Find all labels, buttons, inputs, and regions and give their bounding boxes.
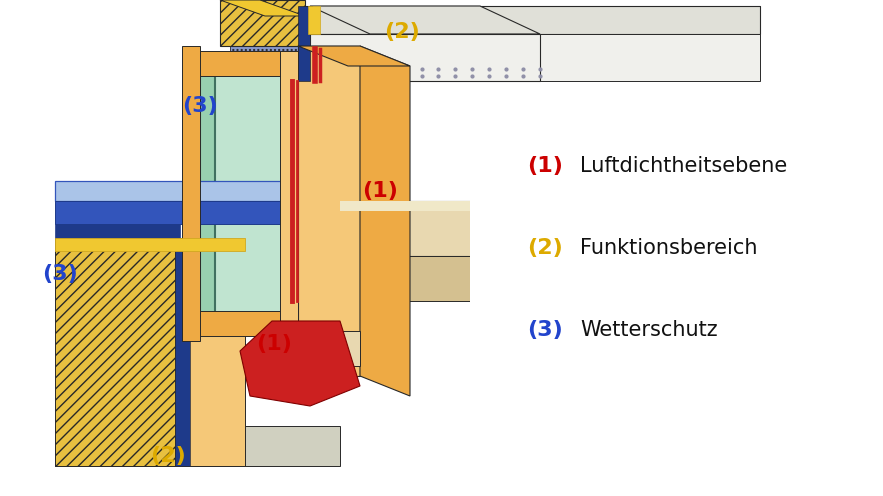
Polygon shape [310,6,540,34]
Polygon shape [55,238,175,466]
Polygon shape [340,201,760,211]
Polygon shape [298,46,360,376]
Polygon shape [182,46,200,341]
Polygon shape [55,426,340,466]
Polygon shape [340,201,760,256]
Polygon shape [55,181,290,201]
Polygon shape [480,6,760,34]
Polygon shape [300,6,760,34]
Polygon shape [750,186,780,246]
Polygon shape [310,34,540,81]
Text: (3): (3) [182,96,218,116]
Text: Wetterschutz: Wetterschutz [580,320,718,340]
Polygon shape [220,0,305,46]
Polygon shape [220,0,305,16]
Polygon shape [55,201,290,224]
Polygon shape [300,34,760,81]
Text: (2): (2) [384,22,420,42]
Polygon shape [360,46,410,396]
FancyBboxPatch shape [470,86,880,326]
Polygon shape [298,331,360,366]
Polygon shape [55,224,180,238]
Polygon shape [340,256,760,301]
Polygon shape [200,66,270,316]
Text: (1): (1) [256,334,292,354]
Polygon shape [175,238,190,466]
Text: (1): (1) [527,156,563,176]
Polygon shape [215,68,282,314]
Polygon shape [175,238,245,466]
Polygon shape [280,51,298,341]
Polygon shape [230,46,298,156]
Text: (2): (2) [527,238,562,258]
Polygon shape [195,51,295,76]
Text: (2): (2) [150,446,186,466]
Text: (1): (1) [362,181,398,201]
Text: (3): (3) [527,320,562,340]
Text: Luftdichtheitsebene: Luftdichtheitsebene [580,156,788,176]
Text: Funktionsbereich: Funktionsbereich [580,238,758,258]
Polygon shape [55,238,245,251]
Polygon shape [308,6,320,34]
Polygon shape [240,321,360,406]
Polygon shape [298,46,410,66]
Text: (3): (3) [42,264,78,284]
Polygon shape [195,311,295,336]
Polygon shape [298,6,310,81]
